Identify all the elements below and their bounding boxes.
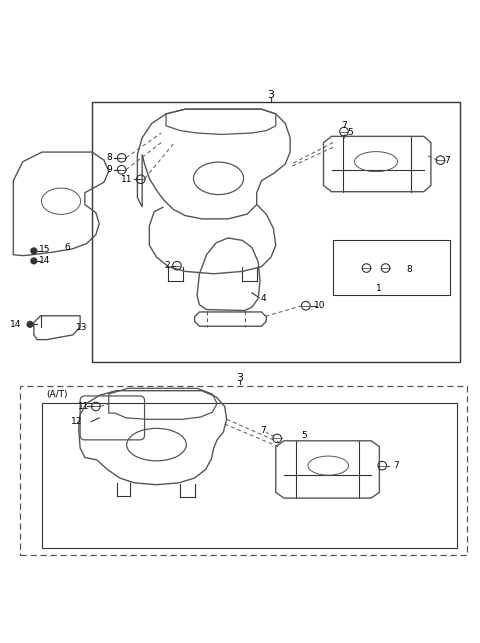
Text: 14: 14 bbox=[10, 320, 22, 329]
Text: 1: 1 bbox=[375, 284, 381, 293]
Text: 10: 10 bbox=[314, 302, 326, 311]
Text: 14: 14 bbox=[39, 257, 50, 266]
Text: (A/T): (A/T) bbox=[47, 390, 68, 399]
Text: 3: 3 bbox=[237, 373, 243, 383]
Text: 7: 7 bbox=[341, 122, 347, 131]
Bar bbox=[42, 403, 457, 548]
Text: 3: 3 bbox=[267, 90, 275, 100]
Text: 8: 8 bbox=[106, 153, 112, 162]
Text: 8: 8 bbox=[407, 264, 412, 273]
Text: 12: 12 bbox=[71, 417, 83, 426]
Circle shape bbox=[27, 322, 33, 327]
Text: 6: 6 bbox=[64, 243, 70, 252]
Text: 11: 11 bbox=[78, 402, 89, 411]
Text: 4: 4 bbox=[260, 294, 266, 303]
Text: 7: 7 bbox=[394, 461, 399, 470]
Text: 7: 7 bbox=[444, 156, 449, 165]
Text: 2: 2 bbox=[165, 261, 170, 270]
Text: 15: 15 bbox=[38, 246, 50, 255]
Text: 7: 7 bbox=[260, 426, 266, 435]
Text: 11: 11 bbox=[120, 175, 132, 184]
Bar bbox=[333, 240, 450, 295]
Text: 5: 5 bbox=[301, 431, 307, 440]
Text: 13: 13 bbox=[76, 323, 87, 332]
Text: 9: 9 bbox=[106, 165, 112, 174]
Circle shape bbox=[31, 258, 36, 264]
Text: 5: 5 bbox=[347, 129, 353, 138]
Bar bbox=[92, 102, 459, 362]
Circle shape bbox=[31, 248, 36, 254]
